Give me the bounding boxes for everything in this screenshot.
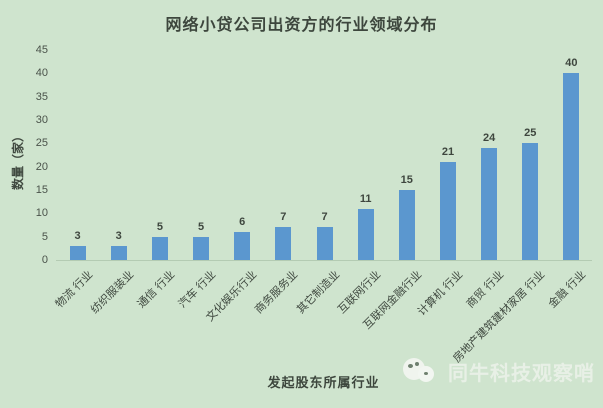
y-tick-label: 0 [41, 254, 48, 266]
logo-spot [424, 372, 428, 375]
bar-value-label: 25 [524, 127, 537, 140]
bar-value-label: 7 [321, 211, 328, 224]
bar [522, 143, 539, 260]
bar [316, 227, 333, 260]
y-tick-label: 30 [35, 114, 48, 126]
watermark: 同牛科技观察哨 [403, 355, 595, 387]
bar-value-label: 15 [400, 174, 413, 186]
x-tick-label: 纺织服装业 [88, 268, 136, 317]
bar-value-label: 40 [565, 57, 578, 70]
bar-value-label: 11 [359, 192, 372, 205]
x-tick-label: 通信 行业 [135, 268, 178, 311]
y-tick-label: 40 [35, 67, 48, 80]
y-tick-label: 45 [35, 44, 48, 56]
bar-value-label: 24 [482, 132, 496, 144]
y-tick-label: 20 [35, 160, 48, 173]
bar [234, 232, 251, 260]
x-tick-label: 金融 行业 [546, 268, 589, 311]
bar [439, 162, 456, 260]
chat-bubbles-logo-icon [403, 355, 441, 387]
logo-spot [415, 362, 419, 366]
bar [151, 236, 168, 260]
bar [398, 190, 415, 260]
y-tick-label: 5 [41, 230, 48, 243]
bar [481, 148, 498, 260]
bar [110, 246, 127, 260]
x-axis-line [56, 260, 592, 261]
bar [69, 246, 86, 260]
bar [275, 227, 292, 260]
x-tick-label: 商务服务业 [253, 268, 301, 317]
bar-value-label: 6 [239, 216, 246, 228]
bar [357, 208, 374, 260]
bar-value-label: 5 [197, 220, 205, 233]
x-axis-title: 发起股东所属行业 [267, 375, 380, 390]
y-tick-label: 25 [35, 137, 48, 150]
logo-spot [408, 364, 413, 368]
x-tick-label: 其它制造业 [294, 268, 342, 317]
y-tick-label: 15 [35, 184, 48, 196]
bar-value-label: 21 [441, 146, 455, 158]
bar-value-label: 5 [156, 220, 163, 233]
bar-value-label: 3 [115, 230, 122, 242]
bar-value-label: 3 [74, 230, 81, 242]
chart-title: 网络小贷公司出资方的行业领域分布 [165, 17, 438, 34]
bar [193, 236, 210, 260]
y-tick-label: 35 [35, 90, 48, 103]
bar [563, 73, 580, 260]
watermark-text: 同牛科技观察哨 [448, 362, 595, 385]
bar-value-label: 7 [280, 211, 287, 224]
y-tick-label: 10 [35, 207, 48, 220]
